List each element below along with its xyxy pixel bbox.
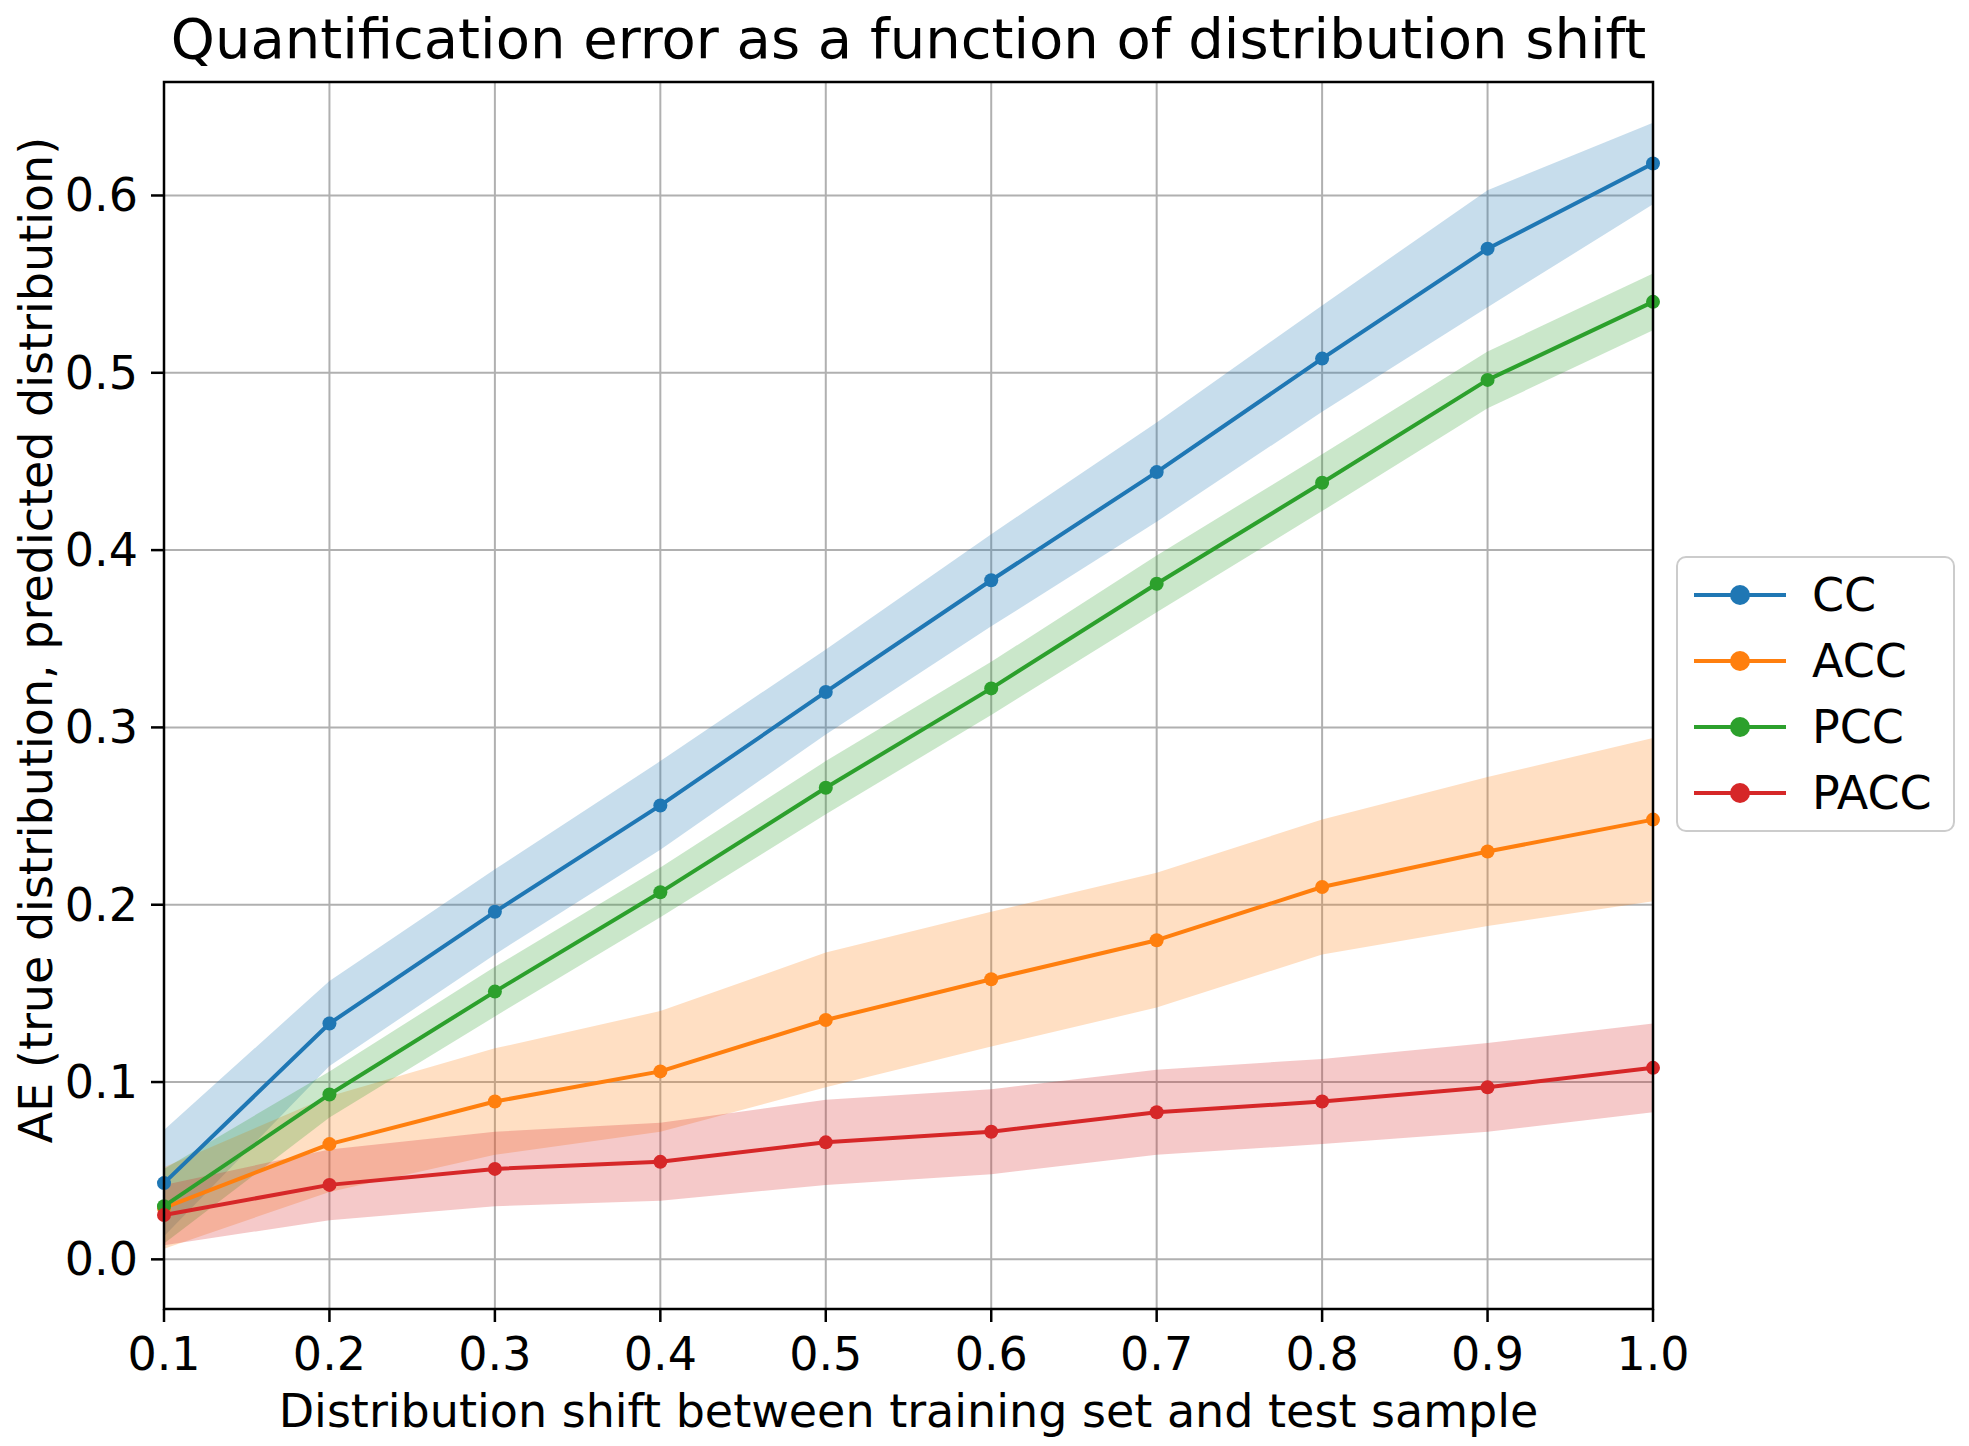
x-tick-label: 0.8 (1286, 1327, 1359, 1381)
y-tick-label: 0.0 (65, 1232, 138, 1286)
data-point-CC (322, 1017, 336, 1031)
legend-line-sample (1692, 647, 1788, 675)
data-point-PACC (322, 1178, 336, 1192)
legend: CC ACC PCC PACC (1676, 556, 1955, 832)
x-tick-label: 0.5 (789, 1327, 862, 1381)
data-point-CC (488, 905, 502, 919)
legend-line-sample (1692, 581, 1788, 609)
legend-line-sample (1692, 779, 1788, 807)
data-point-ACC (819, 1013, 833, 1027)
x-tick-label: 0.4 (624, 1327, 697, 1381)
x-tick-label: 0.9 (1451, 1327, 1524, 1381)
legend-item-CC: CC (1692, 562, 1953, 628)
x-tick-label: 0.2 (293, 1327, 366, 1381)
x-axis-label: Distribution shift between training set … (164, 1384, 1653, 1438)
y-tick-label: 0.2 (65, 878, 138, 932)
data-point-PCC (488, 985, 502, 999)
y-tick-label: 0.5 (65, 346, 138, 400)
data-point-ACC (488, 1095, 502, 1109)
legend-label: PACC (1812, 770, 1932, 816)
chart-title: Quantification error as a function of di… (164, 6, 1653, 71)
data-point-CC (653, 798, 667, 812)
data-point-PACC (653, 1155, 667, 1169)
data-point-PACC (1481, 1080, 1495, 1094)
data-point-CC (984, 573, 998, 587)
y-tick-label: 0.3 (65, 700, 138, 754)
legend-item-PCC: PCC (1692, 694, 1953, 760)
legend-label: ACC (1812, 638, 1907, 684)
data-point-PCC (322, 1087, 336, 1101)
data-point-PACC (1315, 1095, 1329, 1109)
data-point-PCC (1150, 577, 1164, 591)
x-tick-label: 0.7 (1120, 1327, 1193, 1381)
data-point-ACC (653, 1064, 667, 1078)
data-point-PACC (1150, 1105, 1164, 1119)
legend-item-ACC: ACC (1692, 628, 1953, 694)
line-chart: 0.1 0.2 0.3 0.4 0.5 0.6 0.7 0.8 0.9 1.0 0.0 0.1 0.2 0… (0, 0, 1969, 1446)
x-tick-label: 1.0 (1616, 1327, 1689, 1381)
data-point-ACC (1481, 845, 1495, 859)
y-tick-label: 0.4 (65, 523, 138, 577)
data-point-PCC (1315, 476, 1329, 490)
x-tick-label: 0.3 (458, 1327, 531, 1381)
y-axis-label: AE (true distribution, predicted distrib… (9, 137, 63, 1143)
data-point-ACC (1150, 933, 1164, 947)
data-point-CC (1315, 352, 1329, 366)
x-tick-label: 0.6 (955, 1327, 1028, 1381)
figure: 0.1 0.2 0.3 0.4 0.5 0.6 0.7 0.8 0.9 1.0 0.0 0.1 0.2 0… (0, 0, 1969, 1446)
data-point-CC (819, 685, 833, 699)
data-point-ACC (1315, 880, 1329, 894)
data-point-CC (1481, 242, 1495, 256)
data-point-CC (1150, 465, 1164, 479)
data-point-PCC (1481, 373, 1495, 387)
y-tick-label: 0.1 (65, 1055, 138, 1109)
legend-item-PACC: PACC (1692, 760, 1953, 826)
data-point-PCC (984, 681, 998, 695)
data-point-PACC (488, 1162, 502, 1176)
legend-label: CC (1812, 572, 1876, 618)
data-point-PCC (653, 885, 667, 899)
data-point-ACC (322, 1137, 336, 1151)
x-tick-label: 0.1 (127, 1327, 200, 1381)
data-point-PACC (819, 1135, 833, 1149)
data-point-PCC (819, 781, 833, 795)
data-point-ACC (984, 972, 998, 986)
legend-label: PCC (1812, 704, 1904, 750)
y-tick-label: 0.6 (65, 168, 138, 222)
data-point-PACC (984, 1125, 998, 1139)
legend-line-sample (1692, 713, 1788, 741)
